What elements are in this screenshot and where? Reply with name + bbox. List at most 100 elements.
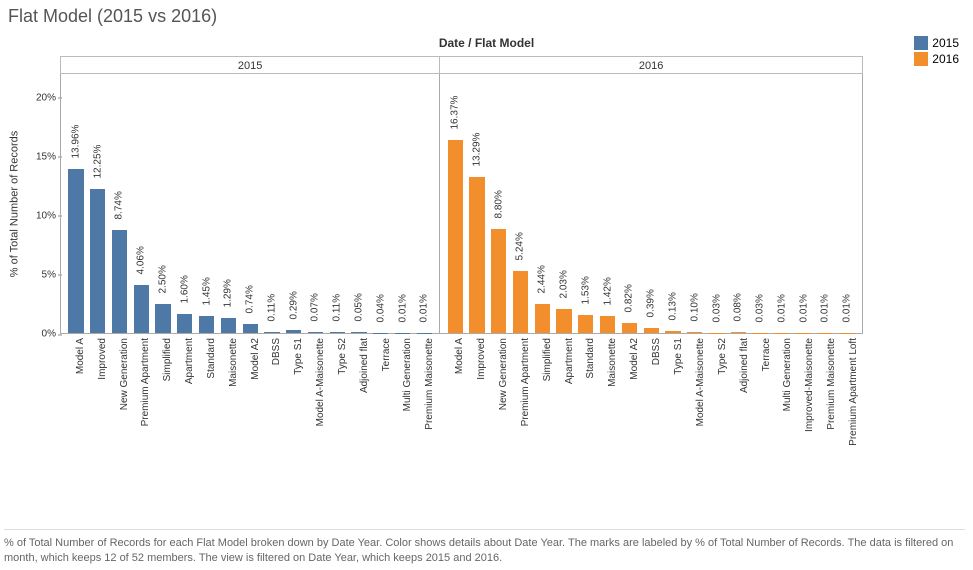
x-tick-label: Type S1 — [673, 338, 684, 375]
x-tick-label: Model A2 — [250, 338, 261, 380]
x-tick-label: Model A — [454, 338, 465, 374]
axis-super-title: Date / Flat Model — [0, 36, 973, 50]
bar-value-label: 0.03% — [711, 294, 722, 322]
x-tick-slot: Maisonette — [217, 334, 239, 504]
bar[interactable] — [556, 309, 571, 333]
bar-slot: 8.80% — [488, 74, 510, 333]
x-tick-slot: Multi Generation — [391, 334, 413, 504]
bar[interactable] — [90, 189, 105, 333]
bar-value-label: 0.08% — [733, 293, 744, 321]
y-tick-label: 15% — [36, 151, 56, 162]
chart-title: Flat Model (2015 vs 2016) — [8, 6, 217, 27]
bar-slot: 0.10% — [684, 74, 706, 333]
legend-item[interactable]: 2016 — [914, 52, 959, 66]
x-tick-label: Adjoined flat — [359, 338, 370, 393]
x-tick-label: Improved — [97, 338, 108, 380]
x-tick-label: Type S2 — [337, 338, 348, 375]
bar-slot: 0.01% — [793, 74, 815, 333]
bar[interactable] — [155, 304, 170, 333]
x-tick-slot: Improved — [86, 334, 108, 504]
bar-slot: 1.60% — [174, 74, 196, 333]
bar-value-label: 0.82% — [624, 285, 635, 313]
bar-slot: 1.45% — [196, 74, 218, 333]
y-tick-label: 20% — [36, 92, 56, 103]
bar[interactable] — [644, 328, 659, 333]
x-panel: Model AImprovedNew GenerationPremium Apa… — [439, 334, 863, 504]
bar-value-label: 1.45% — [201, 277, 212, 305]
x-tick-slot: New Generation — [108, 334, 130, 504]
bar[interactable] — [513, 271, 528, 333]
bar-slot: 0.01% — [392, 74, 414, 333]
bar[interactable] — [665, 331, 680, 333]
bar[interactable] — [448, 140, 463, 333]
bar[interactable] — [286, 330, 301, 333]
bar[interactable] — [491, 229, 506, 333]
bar[interactable] — [330, 332, 345, 333]
bar[interactable] — [600, 316, 615, 333]
x-tick-slot: Simplified — [531, 334, 553, 504]
x-tick-label: Premium Apartment — [520, 338, 531, 426]
x-panel: Model AImprovedNew GenerationPremium Apa… — [60, 334, 439, 504]
bar[interactable] — [264, 332, 279, 333]
bar-slot: 8.74% — [109, 74, 131, 333]
plot-area: 13.96%12.25%8.74%4.06%2.50%1.60%1.45%1.2… — [60, 74, 863, 334]
bar-value-label: 0.13% — [667, 293, 678, 321]
x-tick-label: Premium Apartment Loft — [848, 338, 859, 446]
x-tick-label: Simplified — [162, 338, 173, 381]
bar[interactable] — [243, 324, 258, 333]
x-tick-slot: Premium Maisonette — [413, 334, 435, 504]
x-tick-label: Premium Apartment — [140, 338, 151, 426]
bar[interactable] — [351, 332, 366, 333]
bar[interactable] — [578, 315, 593, 333]
y-axis-title-text: % of Total Number of Records — [8, 131, 20, 278]
bar-slot: 0.08% — [727, 74, 749, 333]
x-tick-slot: Improved — [465, 334, 487, 504]
bar-value-label: 16.37% — [450, 96, 461, 130]
bar-slot: 0.05% — [348, 74, 370, 333]
bar-slot: 12.25% — [87, 74, 109, 333]
bar[interactable] — [469, 177, 484, 333]
x-tick-label: Maisonette — [607, 338, 618, 387]
x-tick-label: Improved — [476, 338, 487, 380]
bar[interactable] — [687, 332, 702, 333]
bar[interactable] — [112, 230, 127, 333]
bar-value-label: 1.29% — [223, 279, 234, 307]
bar-value-label: 0.74% — [245, 285, 256, 313]
bar-value-label: 0.07% — [310, 293, 321, 321]
bar-slot: 2.50% — [152, 74, 174, 333]
bar-slot: 0.04% — [370, 74, 392, 333]
bar-slot: 5.24% — [510, 74, 532, 333]
bar-slot: 0.11% — [261, 74, 283, 333]
bar-value-label: 0.01% — [798, 294, 809, 322]
bar-value-label: 0.11% — [266, 294, 277, 322]
bar[interactable] — [731, 332, 746, 333]
bar[interactable] — [221, 318, 236, 333]
bar-value-label: 8.80% — [493, 191, 504, 219]
x-tick-label: Terrace — [761, 338, 772, 371]
bar-value-label: 0.01% — [419, 294, 430, 322]
bar[interactable] — [622, 323, 637, 333]
bar-value-label: 2.03% — [559, 270, 570, 298]
bar-slot: 4.06% — [130, 74, 152, 333]
bar[interactable] — [535, 304, 550, 333]
x-tick-slot: Premium Maisonette — [815, 334, 837, 504]
bar[interactable] — [68, 169, 83, 333]
bar[interactable] — [308, 332, 323, 333]
x-tick-slot: Type S1 — [662, 334, 684, 504]
bar-value-label: 1.60% — [179, 275, 190, 303]
bar-value-label: 5.24% — [515, 232, 526, 260]
bar[interactable] — [134, 285, 149, 333]
x-tick-slot: Premium Apartment Loft — [837, 334, 859, 504]
x-axis-labels: Model AImprovedNew GenerationPremium Apa… — [60, 334, 863, 504]
bar-slot: 1.42% — [597, 74, 619, 333]
x-tick-slot: Type S1 — [282, 334, 304, 504]
x-tick-label: Premium Maisonette — [424, 338, 435, 430]
x-tick-label: Model A-Maisonette — [315, 338, 326, 426]
x-tick-label: Type S2 — [717, 338, 728, 375]
x-tick-label: Improved-Maisonette — [804, 338, 815, 432]
y-tick-label: 10% — [36, 210, 56, 221]
bar[interactable] — [177, 314, 192, 333]
x-tick-label: Model A-Maisonette — [695, 338, 706, 426]
bar[interactable] — [199, 316, 214, 333]
chart-caption: % of Total Number of Records for each Fl… — [4, 529, 965, 566]
